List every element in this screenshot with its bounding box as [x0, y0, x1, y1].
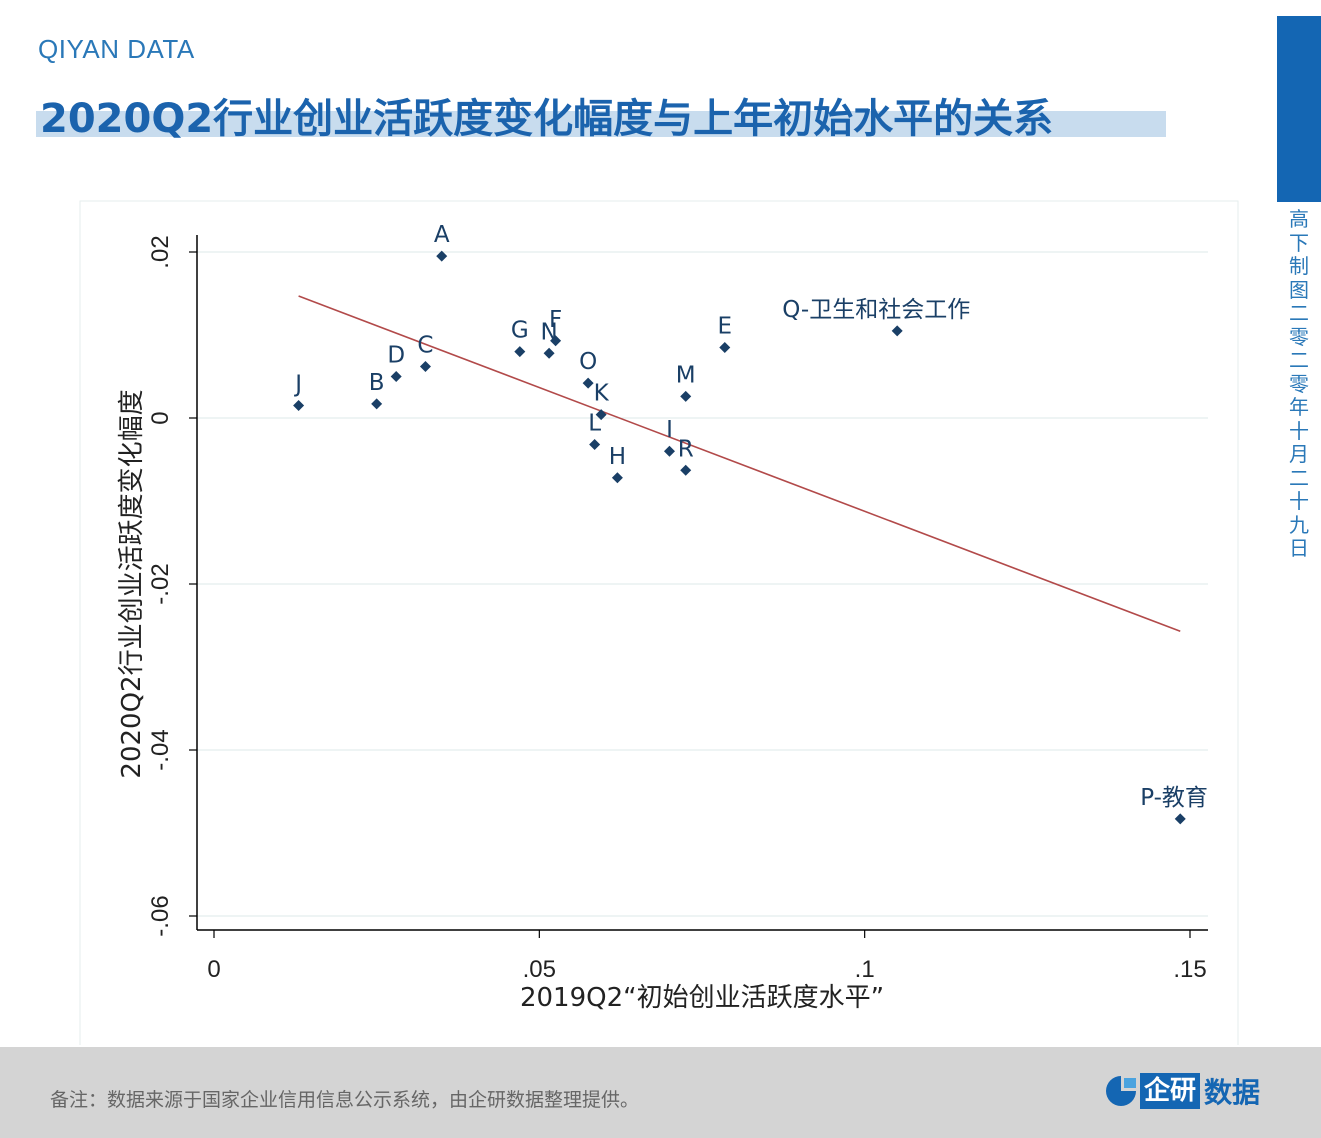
- data-point-label: O: [579, 349, 597, 375]
- y-tick-label: -.02: [147, 563, 174, 604]
- scatter-chart: -.06 -.04 -.02 0 .02 0 .05 .1 .15 2019Q2“初始创业活跃度水…: [79, 200, 1239, 1045]
- logo-text: 数据: [1204, 1076, 1261, 1109]
- data-point-label: B: [369, 370, 385, 396]
- data-point-marker: [419, 361, 431, 373]
- data-point-label: D: [387, 343, 405, 369]
- footer-bar: [0, 1047, 1321, 1138]
- data-point-marker: [514, 346, 526, 358]
- data-point-label: F: [549, 307, 562, 333]
- data-point-marker: [1174, 813, 1186, 825]
- data-point-label: P-教育: [1140, 785, 1208, 811]
- data-point-marker: [582, 377, 594, 389]
- page-title: 2020Q2行业创业活跃度变化幅度与上年初始水平的关系: [40, 96, 1054, 142]
- data-point-label: I: [666, 417, 673, 443]
- data-point-marker: [680, 390, 692, 402]
- data-point-marker: [663, 445, 675, 457]
- logo-box-text: 企研: [1140, 1073, 1201, 1109]
- data-point-marker: [436, 250, 448, 262]
- title-highlight-band: [36, 111, 1166, 137]
- side-accent-bar: [1277, 16, 1321, 202]
- data-point-marker: [891, 325, 903, 337]
- data-point-label: G: [511, 318, 529, 344]
- data-point-label: L: [588, 411, 601, 437]
- data-point-label: R: [678, 436, 694, 462]
- data-point-label: A: [434, 222, 450, 248]
- data-point-marker: [550, 335, 562, 347]
- data-point-label: C: [417, 333, 433, 359]
- data-point-marker: [371, 398, 383, 410]
- data-point-marker: [543, 347, 555, 359]
- x-tick-label: 0: [207, 956, 220, 983]
- data-point-label: M: [676, 362, 696, 388]
- x-tick-label: .1: [855, 956, 875, 983]
- data-point-marker: [589, 439, 601, 451]
- x-tick-label: .05: [523, 956, 556, 983]
- y-tick-label: -.04: [147, 729, 174, 770]
- data-point-label: E: [717, 313, 732, 339]
- data-point-marker: [611, 472, 623, 484]
- data-point-marker: [390, 371, 402, 382]
- source-note: 备注：数据来源于国家企业信用信息公示系统，由企研数据整理提供。: [50, 1089, 640, 1111]
- y-tick-label: -.06: [147, 895, 174, 936]
- y-tick-label: 0: [147, 411, 174, 424]
- y-tick-label: .02: [147, 235, 174, 268]
- side-date-text: 高下制图 二零二零年十月二十九日: [1289, 207, 1321, 560]
- y-axis-title: 2020Q2行业创业活跃度变化幅度: [117, 389, 147, 778]
- x-tick-label: .15: [1173, 956, 1206, 983]
- x-axis-title: 2019Q2“初始创业活跃度水平”: [520, 983, 884, 1013]
- data-point-marker: [680, 464, 692, 476]
- data-point-marker: [719, 341, 731, 353]
- plot-area-frame: [79, 200, 1239, 1045]
- brand-label: QIYAN DATA: [38, 34, 195, 64]
- data-point-label: Q-卫生和社会工作: [782, 297, 970, 323]
- data-point-marker: [293, 400, 305, 412]
- fit-line: [298, 295, 1181, 633]
- data-point-label: H: [609, 444, 626, 470]
- data-point-label: N: [540, 319, 557, 345]
- data-point-label: K: [594, 381, 610, 407]
- company-logo: 企研 数据: [1104, 1071, 1260, 1111]
- data-point-marker: [595, 409, 607, 421]
- logo-mark-icon: [1104, 1074, 1138, 1108]
- data-point-label: J: [293, 372, 302, 398]
